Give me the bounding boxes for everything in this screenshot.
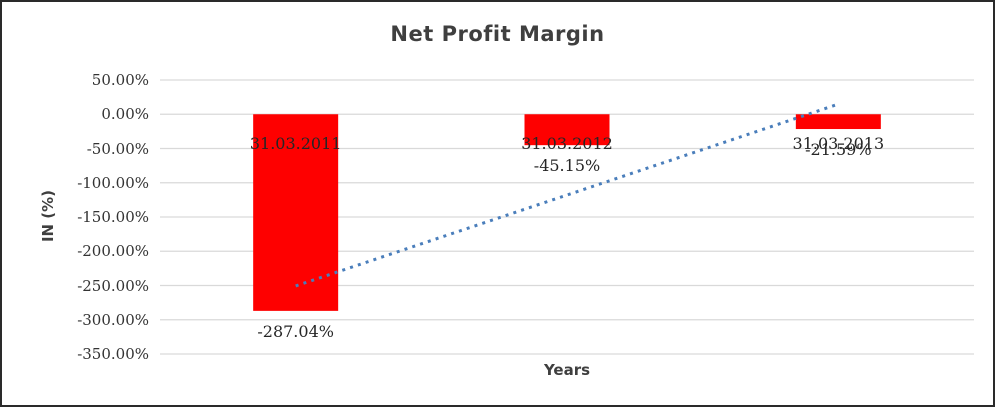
category-label: 31.03.2011: [249, 134, 342, 154]
data-label: -21.59%: [805, 140, 872, 160]
chart-title: Net Profit Margin: [390, 22, 605, 46]
y-tick-label: -100.00%: [77, 173, 149, 192]
y-tick-label: -150.00%: [77, 208, 149, 226]
bar: [524, 114, 610, 146]
y-tick-label: -350.00%: [77, 345, 149, 363]
bar: [253, 114, 339, 311]
bar: [795, 114, 881, 130]
y-tick-label: 0.00%: [101, 105, 149, 124]
y-tick-label: -200.00%: [77, 242, 149, 261]
y-tick-label: -250.00%: [77, 276, 149, 295]
trendline: [295, 102, 839, 288]
y-tick-label: -50.00%: [86, 139, 149, 158]
data-label: -45.15%: [533, 156, 601, 176]
x-axis-title: Years: [543, 361, 591, 379]
category-label: 31.03.2012: [521, 134, 613, 154]
category-label: 31.03.2013: [792, 134, 885, 154]
y-tick-label: 50.00%: [91, 71, 149, 89]
data-label: -287.04%: [257, 321, 334, 341]
y-tick-label: -300.00%: [77, 310, 149, 329]
